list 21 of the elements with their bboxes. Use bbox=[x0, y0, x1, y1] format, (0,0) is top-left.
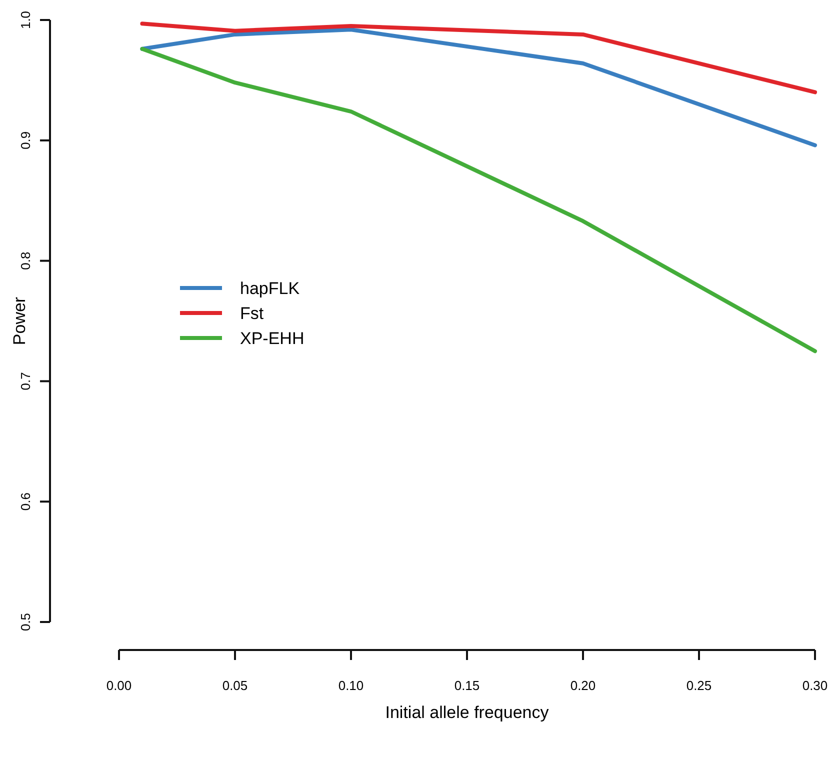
y-tick-label: 0.9 bbox=[18, 131, 33, 150]
line-series bbox=[140, 22, 817, 94]
legend-label: hapFLK bbox=[240, 279, 300, 298]
x-tick-label: 0.00 bbox=[106, 678, 132, 693]
y-axis-title: Power bbox=[10, 296, 29, 346]
x-axis-title: Initial allele frequency bbox=[385, 703, 550, 722]
y-tick-label: 0.8 bbox=[18, 252, 33, 270]
legend-label: Fst bbox=[240, 304, 264, 323]
x-tick-label: 0.30 bbox=[802, 678, 828, 693]
x-tick-label: 0.15 bbox=[454, 678, 480, 693]
line-series bbox=[140, 28, 817, 148]
y-tick-label: 1.0 bbox=[18, 10, 33, 30]
y-tick-label: 0.5 bbox=[18, 612, 33, 632]
y-tick-label: 0.7 bbox=[18, 372, 33, 390]
x-tick-label: 0.20 bbox=[570, 678, 596, 693]
legend-label: XP-EHH bbox=[240, 329, 304, 348]
x-tick-label: 0.25 bbox=[686, 678, 712, 693]
x-tick-label: 0.05 bbox=[222, 678, 248, 693]
x-tick-label: 0.10 bbox=[338, 678, 364, 693]
y-tick-label: 0.6 bbox=[18, 492, 33, 511]
line-series bbox=[140, 46, 817, 354]
